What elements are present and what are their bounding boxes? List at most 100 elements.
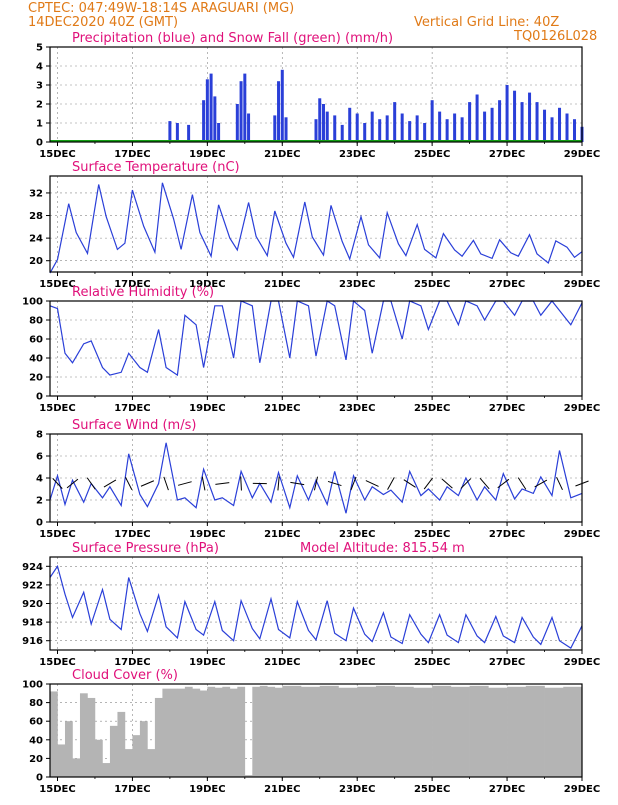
x-tick-label: 17DEC xyxy=(114,149,150,160)
series-line xyxy=(50,183,582,273)
x-tick-label: 21DEC xyxy=(264,784,300,795)
y-tick-label: 4 xyxy=(36,474,43,485)
precip-bar xyxy=(322,104,325,142)
x-tick-label: 17DEC xyxy=(114,657,150,668)
x-tick-label: 25DEC xyxy=(414,529,450,540)
precip-bar xyxy=(281,70,284,142)
y-tick-label: 0 xyxy=(36,773,43,784)
precip-bar xyxy=(446,119,449,142)
x-tick-label: 29DEC xyxy=(564,784,600,795)
wind-arrow xyxy=(366,481,379,487)
precip-bar xyxy=(378,119,381,142)
x-tick-label: 15DEC xyxy=(39,279,75,290)
cloud-bar xyxy=(65,721,73,777)
precip-bar xyxy=(240,81,243,142)
x-tick-label: 27DEC xyxy=(489,279,525,290)
y-tick-label: 4 xyxy=(36,62,43,73)
header-line2: 14DEC2020 40Z (GMT) xyxy=(28,15,178,30)
x-tick-label: 25DEC xyxy=(414,279,450,290)
precip-bar xyxy=(521,102,524,142)
x-tick-label: 25DEC xyxy=(414,403,450,414)
y-tick-label: 100 xyxy=(22,680,43,691)
wind-arrow xyxy=(125,477,131,489)
y-tick-label: 0 xyxy=(36,518,43,529)
precip-bar xyxy=(386,115,389,142)
x-tick-label: 23DEC xyxy=(339,657,375,668)
precip-bar xyxy=(416,115,419,142)
cloud-bar xyxy=(87,698,95,777)
precip-bar xyxy=(333,115,336,142)
cloud-bar xyxy=(200,691,208,777)
x-tick-label: 27DEC xyxy=(489,784,525,795)
cloud-bar xyxy=(125,749,133,777)
y-tick-label: 80 xyxy=(29,698,43,709)
x-tick-label: 23DEC xyxy=(339,529,375,540)
cloud-bar xyxy=(282,686,301,777)
x-tick-label: 15DEC xyxy=(39,657,75,668)
precip-bar xyxy=(202,100,205,142)
y-tick-label: 2 xyxy=(36,100,43,111)
cloud-bar xyxy=(395,687,414,777)
y-tick-label: 0 xyxy=(36,392,43,403)
y-tick-label: 2 xyxy=(36,496,43,507)
cloud-bar xyxy=(57,744,65,777)
cloud-bar xyxy=(260,686,268,777)
precip-bar xyxy=(558,108,561,142)
x-tick-label: 21DEC xyxy=(264,149,300,160)
wind-arrow xyxy=(388,477,395,489)
x-tick-label: 23DEC xyxy=(339,784,375,795)
x-tick-label: 25DEC xyxy=(414,784,450,795)
y-tick-label: 922 xyxy=(22,580,43,591)
x-tick-label: 21DEC xyxy=(264,279,300,290)
cloud-bar xyxy=(147,749,155,777)
cloud-bar xyxy=(357,687,376,777)
y-tick-label: 918 xyxy=(22,618,43,629)
x-tick-label: 23DEC xyxy=(339,149,375,160)
x-tick-label: 27DEC xyxy=(489,403,525,414)
precip-bar xyxy=(453,114,456,143)
wind-arrow xyxy=(87,478,95,489)
wind-arrow xyxy=(241,477,242,491)
precip-bar xyxy=(423,123,426,142)
y-tick-label: 32 xyxy=(29,188,43,199)
panel-annotation: Model Altitude: 815.54 m xyxy=(300,541,465,556)
precip-bar xyxy=(513,91,516,142)
y-tick-label: 60 xyxy=(29,335,43,346)
precip-bar xyxy=(506,85,509,142)
x-tick-label: 21DEC xyxy=(264,403,300,414)
wind-arrow xyxy=(557,477,563,490)
cloud-bar xyxy=(222,687,230,777)
x-tick-label: 19DEC xyxy=(189,149,225,160)
cloud-bar xyxy=(545,688,564,777)
x-tick-label: 25DEC xyxy=(414,149,450,160)
precip-bar xyxy=(285,117,288,142)
x-tick-label: 29DEC xyxy=(564,403,600,414)
cloud-bar xyxy=(177,689,185,777)
cloud-bar xyxy=(488,688,507,777)
precip-bar xyxy=(206,79,209,142)
wind-arrow xyxy=(141,481,154,486)
wind-arrow xyxy=(215,483,229,485)
x-tick-label: 21DEC xyxy=(264,529,300,540)
precip-bar xyxy=(491,108,494,142)
precip-bar xyxy=(536,102,539,142)
precip-bar xyxy=(476,95,479,143)
cloud-bar xyxy=(110,726,118,777)
panel-title: Cloud Cover (%) xyxy=(72,668,178,683)
cloud-bar xyxy=(252,687,260,777)
x-tick-label: 17DEC xyxy=(114,403,150,414)
y-tick-label: 20 xyxy=(29,256,43,267)
x-tick-label: 19DEC xyxy=(189,784,225,795)
x-tick-label: 29DEC xyxy=(564,529,600,540)
cloud-bar xyxy=(155,698,163,777)
cloud-bar xyxy=(230,689,238,777)
precip-bar xyxy=(371,112,374,142)
x-tick-label: 29DEC xyxy=(564,657,600,668)
header-line1: CPTEC: 047:49W-18:14S ARAGUARI (MG) xyxy=(28,1,294,16)
precip-bar xyxy=(348,108,351,142)
precip-bar xyxy=(213,96,216,142)
y-tick-label: 0 xyxy=(36,138,43,149)
